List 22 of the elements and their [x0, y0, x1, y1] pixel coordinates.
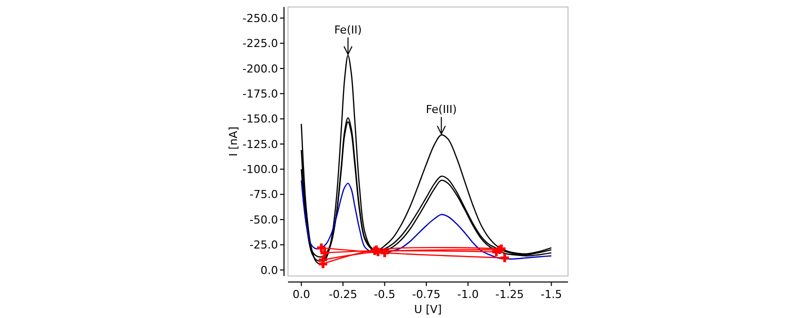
x-tick-label: -1.5: [540, 288, 562, 301]
x-tick-label: -0.75: [412, 288, 441, 301]
x-tick-label: -1.25: [495, 288, 524, 301]
annotation: Fe(III): [426, 102, 457, 116]
y-tick-label: -125.0: [242, 138, 278, 151]
y-tick-label: -25.0: [250, 238, 278, 252]
y-tick-label: -100.0: [242, 163, 278, 176]
x-axis-title: U [V]: [414, 303, 442, 316]
y-tick-label: -50.0: [250, 213, 278, 226]
x-tick-label: 0.0: [292, 288, 310, 301]
y-tick-label: -250.0: [242, 12, 278, 25]
annotation: Fe(II): [334, 23, 362, 36]
x-tick-label: -0.25: [328, 288, 358, 301]
y-tick-label: 0.0: [260, 264, 278, 277]
y-tick-label: -225.0: [242, 37, 278, 50]
y-tick-label: -150.0: [242, 112, 278, 126]
y-tick-label: -200.0: [242, 62, 278, 76]
y-axis-title: I [nA]: [227, 126, 240, 156]
y-tick-label: -175.0: [242, 87, 278, 100]
x-tick-label: -1.0: [457, 288, 479, 301]
x-tick-label: -0.5: [374, 288, 396, 301]
y-tick-label: -75.0: [250, 188, 278, 202]
